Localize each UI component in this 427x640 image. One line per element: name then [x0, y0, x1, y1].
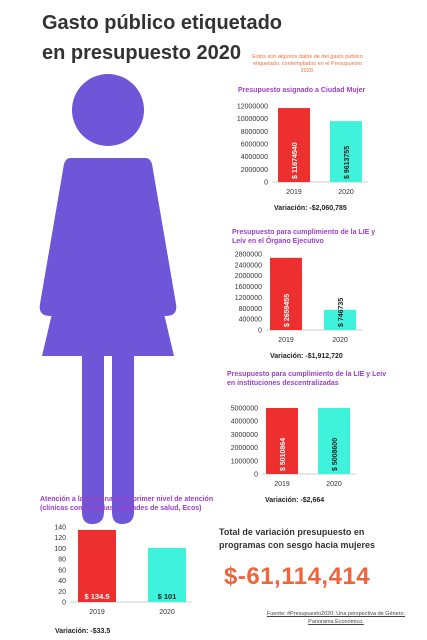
y-tick-label: 3000000	[231, 432, 258, 439]
y-tick-label: 40	[58, 578, 66, 585]
chart-4-title: Atención a la persona en el primer nivel…	[40, 496, 214, 512]
bar-2019	[270, 257, 302, 330]
y-tick-label: 2800000	[235, 252, 262, 259]
y-tick-label: 120	[54, 535, 66, 542]
chart-organo-ejecutivo: 2800000 2400000 2000000 1600000 1200000 80000…	[235, 252, 362, 344]
y-tick-label: 400000	[239, 317, 262, 324]
y-tick-label: 12000000	[237, 104, 268, 111]
y-tick-label: 4000000	[241, 154, 268, 161]
total-variation-value: $-61,114,414	[224, 563, 371, 590]
x-tick-label: 2019	[286, 189, 302, 196]
y-tick-label: 1200000	[235, 295, 262, 302]
bar-2019	[78, 529, 116, 602]
x-tick-label: 2019	[89, 609, 105, 616]
y-tick-label: 1000000	[231, 458, 258, 465]
page-title: Gasto público etiquetado en presupuesto …	[42, 12, 283, 64]
y-tick-label: 10000000	[237, 116, 268, 123]
chart-3-title: Presupuesto para cumplimiento de la LIE …	[227, 371, 387, 387]
chart-1-variation: Variación: -$2,060,785	[274, 205, 347, 212]
data-label: $ 134.5	[84, 592, 109, 601]
y-tick-label: 20	[58, 589, 66, 596]
y-tick-label: 140	[54, 525, 66, 532]
x-tick-label: 2020	[326, 481, 342, 488]
y-tick-label: 100	[54, 546, 66, 553]
chart-instituciones-descentralizadas: 5000000 4000000 3000000 2000000 1000000 0 $ 50…	[231, 406, 356, 488]
y-tick-label: 0	[264, 180, 268, 187]
chart-primer-nivel-atencion: 140 120 100 80 60 40 20 0 $ 134.5 2019 $ 101 2020	[54, 525, 192, 616]
y-tick-label: 8000000	[241, 129, 268, 136]
y-tick-label: 800000	[239, 306, 262, 313]
bar-2019	[266, 408, 298, 474]
chart-ciudad-mujer: 12000000 10000000 8000000 6000000 4000000 200…	[237, 104, 368, 196]
chart-3-variation: Variación: -$2,664	[265, 497, 325, 504]
y-tick-label: 1600000	[235, 284, 262, 291]
chart-1-title: Presupuesto asignado a Ciudad Mujer	[238, 87, 366, 94]
x-tick-label: 2019	[278, 337, 294, 344]
y-tick-label: 0	[254, 472, 258, 479]
bar-2020	[148, 547, 186, 602]
x-tick-label: 2019	[274, 481, 290, 488]
y-tick-label: 4000000	[231, 419, 258, 426]
data-label: $ 2659455	[284, 294, 291, 327]
y-tick-label: 80	[58, 557, 66, 564]
x-tick-label: 2020	[338, 189, 354, 196]
y-tick-label: 2400000	[235, 262, 262, 269]
y-tick-label: 6000000	[241, 142, 268, 149]
bar-2019	[278, 108, 310, 182]
y-tick-label: 60	[58, 567, 66, 574]
y-tick-label: 2000000	[231, 445, 258, 452]
y-tick-label: 0	[62, 600, 66, 607]
chart-2-variation: Variación: -$1,912,720	[270, 353, 343, 360]
x-tick-label: 2020	[159, 609, 175, 616]
bar-2020	[330, 121, 362, 182]
data-label: $ 101	[158, 592, 177, 601]
y-tick-label: 0	[258, 328, 262, 335]
y-tick-label: 5000000	[231, 406, 258, 413]
data-label: $ 5008600	[332, 438, 339, 471]
woman-figure-icon	[39, 74, 177, 524]
intro-text: Estos son algunos datos de del gasto púb…	[252, 54, 363, 74]
total-variation-label: Total de variación presupuesto en progra…	[219, 527, 376, 550]
y-tick-label: 2000000	[241, 167, 268, 174]
data-label: $ 9613755	[344, 146, 351, 179]
data-label: $ 5010864	[280, 438, 287, 471]
chart-4-variation: Variación: -$33.5	[55, 628, 111, 635]
data-label: $ 746735	[338, 298, 345, 327]
data-label: $ 11674540	[292, 142, 299, 179]
y-tick-label: 2000000	[235, 273, 262, 280]
bar-2020	[324, 309, 356, 330]
source-link[interactable]: Fuente: #Presupuesto2020: Una perspectiv…	[266, 611, 406, 625]
chart-2-title: Presupuesto para cumplimiento de la LIE …	[232, 229, 376, 245]
bar-2020	[318, 408, 350, 474]
x-tick-label: 2020	[332, 337, 348, 344]
